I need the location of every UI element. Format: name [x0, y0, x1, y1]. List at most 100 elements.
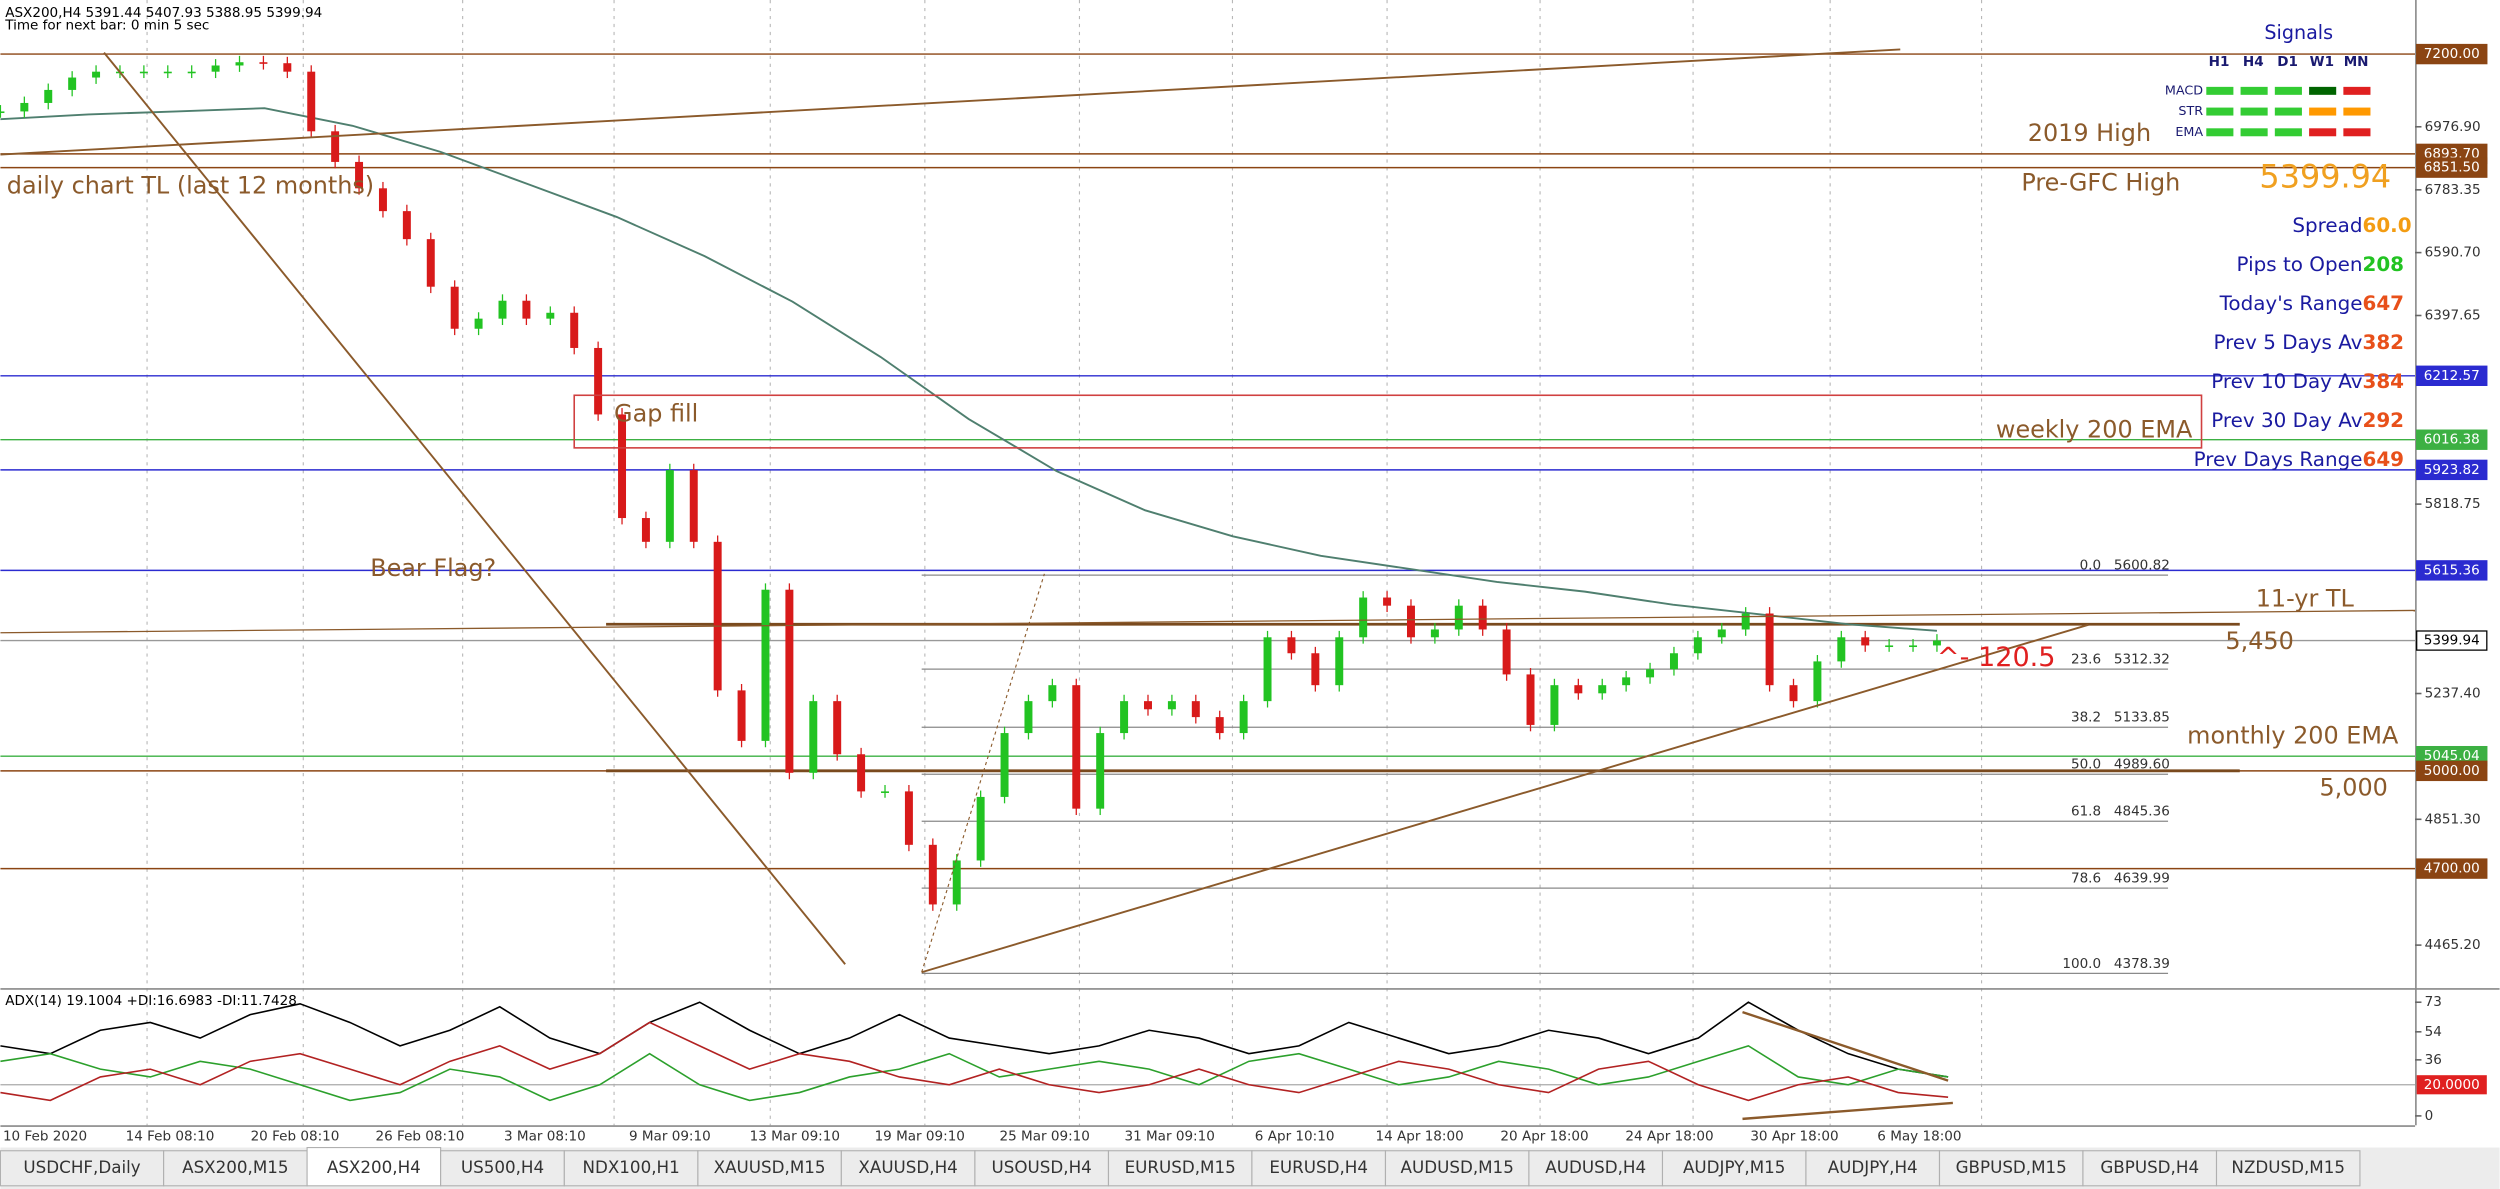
price-bar — [1311, 653, 1320, 686]
price-bar — [1741, 613, 1750, 630]
price-bar — [1813, 661, 1822, 702]
level-label: 5923.82 — [2424, 462, 2480, 478]
level-label: 5399.94 — [2424, 633, 2480, 649]
level-label: 5615.36 — [2424, 562, 2480, 578]
price-bar — [498, 300, 507, 319]
price-bar — [1885, 645, 1894, 648]
price-bar — [1454, 605, 1463, 630]
price-bar — [331, 131, 340, 162]
tab-label[interactable]: AUDJPY,H4 — [1828, 1157, 1918, 1177]
signal-cell — [2240, 86, 2268, 95]
tab[interactable] — [0, 1150, 165, 1187]
tab-label[interactable]: AUDUSD,H4 — [1545, 1157, 1646, 1177]
price-bar — [809, 701, 818, 773]
price-bar — [881, 791, 889, 793]
price-bar — [1406, 605, 1415, 638]
x-tick-label: 9 Mar 09:10 — [629, 1128, 711, 1144]
tab-label[interactable]: AUDUSD,M15 — [1401, 1157, 1514, 1177]
series-layer — [0, 55, 1949, 1102]
price-bar — [1191, 701, 1200, 718]
price-bar — [283, 63, 292, 72]
tab-label[interactable]: EURUSD,M15 — [1125, 1157, 1236, 1177]
signal-row-label: STR — [2178, 104, 2203, 119]
x-tick-label: 30 Apr 18:00 — [1750, 1128, 1838, 1144]
annotation: 5,000 — [2319, 773, 2387, 801]
x-tick-label: 19 Mar 09:10 — [875, 1128, 965, 1144]
info-label: Prev 10 Day Av — [2211, 370, 2362, 393]
tab[interactable] — [1938, 1150, 2084, 1187]
tab[interactable] — [1661, 1150, 1807, 1187]
price-bar — [1526, 674, 1535, 725]
trend-line — [0, 609, 2416, 634]
signal-cell — [2274, 86, 2302, 95]
price-bar — [20, 102, 29, 112]
trend-line — [0, 48, 1901, 156]
x-tick-label: 20 Apr 18:00 — [1500, 1128, 1588, 1144]
x-tick-label: 3 Mar 08:10 — [504, 1128, 586, 1144]
tab-label[interactable]: NZDUSD,M15 — [2231, 1157, 2345, 1177]
fib-ratio: 38.2 — [2071, 710, 2101, 726]
price-bar — [904, 791, 913, 845]
info-value: 384 — [2362, 370, 2404, 393]
tab-label[interactable]: ASX200,M15 — [182, 1157, 288, 1177]
tab-label[interactable]: USDCHF,Daily — [23, 1157, 140, 1177]
price-bar — [1167, 701, 1176, 710]
tab-label[interactable]: GBPUSD,M15 — [1956, 1157, 2067, 1177]
info-label: Spread — [2292, 214, 2362, 237]
fib-price: 4639.99 — [2114, 871, 2170, 887]
tab[interactable] — [974, 1150, 1110, 1187]
tab[interactable] — [2082, 1150, 2218, 1187]
tab[interactable] — [163, 1150, 308, 1187]
fib-price: 4845.36 — [2114, 804, 2170, 820]
tab[interactable] — [1528, 1150, 1664, 1187]
level-label: 5000.00 — [2424, 763, 2480, 779]
info-label: Prev 30 Day Av — [2211, 409, 2362, 432]
signal-cell — [2206, 128, 2234, 137]
x-tick-label: 20 Feb 08:10 — [251, 1128, 340, 1144]
tab-label[interactable]: ASX200,H4 — [327, 1157, 421, 1177]
tab[interactable] — [1384, 1150, 1530, 1187]
price-bar — [689, 470, 698, 542]
tab-label[interactable]: AUDJPY,M15 — [1683, 1157, 1785, 1177]
tab[interactable] — [1251, 1150, 1387, 1187]
fib-price: 5312.32 — [2114, 652, 2170, 668]
level-label: 4700.00 — [2424, 861, 2480, 877]
price-bar — [92, 71, 101, 78]
price-bar — [737, 690, 746, 741]
price-bar — [570, 312, 579, 348]
fib-price: 4989.60 — [2114, 757, 2170, 773]
signal-cell — [2274, 107, 2302, 116]
tab-label[interactable]: XAUUSD,M15 — [714, 1157, 826, 1177]
price-bar — [857, 754, 866, 792]
price-bar — [1144, 701, 1152, 710]
level-label: 7200.00 — [2424, 46, 2480, 62]
info-value: 382 — [2362, 331, 2404, 354]
tab[interactable] — [840, 1150, 976, 1187]
tab-label[interactable]: EURUSD,H4 — [1269, 1157, 1368, 1177]
price-bar — [1287, 637, 1296, 654]
tab-label[interactable]: GBPUSD,H4 — [2100, 1157, 2199, 1177]
tab[interactable] — [1805, 1150, 1941, 1187]
price-bar — [307, 71, 316, 132]
tab-label[interactable]: US500,H4 — [461, 1157, 544, 1177]
tab[interactable] — [2215, 1150, 2361, 1187]
tab-label[interactable]: NDX100,H1 — [582, 1157, 679, 1177]
fib-ratio: 78.6 — [2071, 871, 2101, 887]
price-bar — [426, 239, 435, 287]
info-value: 647 — [2362, 292, 2404, 315]
tab-label[interactable]: XAUUSD,H4 — [858, 1157, 957, 1177]
price-bar — [1478, 605, 1487, 630]
price-bar — [1430, 629, 1439, 638]
price-bar — [1693, 637, 1702, 654]
x-tick-label: 13 Mar 09:10 — [750, 1128, 840, 1144]
y-tick-label: 54 — [2425, 1024, 2442, 1040]
fib-ratio: 61.8 — [2071, 804, 2101, 820]
level-box — [2416, 365, 2488, 386]
level-label: 20.0000 — [2424, 1077, 2480, 1093]
signal-column: MN — [2344, 54, 2369, 70]
annotation: Pre-GFC High — [2021, 168, 2180, 196]
level-box — [2416, 43, 2488, 65]
info-value: 649 — [2362, 448, 2404, 471]
signal-cell — [2240, 128, 2268, 137]
tab-label[interactable]: USOUSD,H4 — [992, 1157, 1092, 1177]
